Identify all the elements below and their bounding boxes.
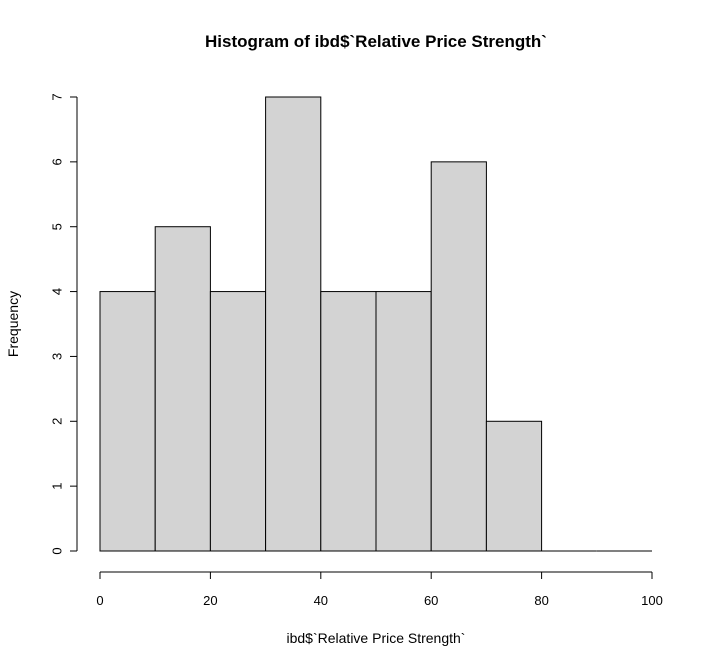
y-tick-label: 2 <box>50 418 65 425</box>
histogram-bar <box>209 291 267 552</box>
y-tick-label: 7 <box>50 93 65 100</box>
y-tick-label: 1 <box>50 483 65 490</box>
histogram-bar <box>265 96 322 552</box>
x-tick-label: 80 <box>534 593 548 608</box>
y-axis-label: Frequency <box>5 291 21 357</box>
x-axis: 0 20 40 60 80 100 <box>96 571 663 608</box>
y-tick-label: 4 <box>50 288 65 295</box>
bars-group <box>99 96 652 552</box>
histogram-bar <box>485 420 543 552</box>
histogram-bar <box>320 291 377 552</box>
histogram-bar <box>430 161 487 552</box>
histogram-bar <box>154 226 211 552</box>
histogram-bar <box>99 291 156 552</box>
y-tick-label: 3 <box>50 353 65 360</box>
y-axis: 0 1 2 3 4 5 6 7 <box>50 93 78 555</box>
histogram-bar <box>375 291 432 552</box>
x-tick-label: 40 <box>314 593 328 608</box>
x-tick-label: 60 <box>424 593 438 608</box>
x-tick-label: 0 <box>96 593 103 608</box>
x-tick-label: 100 <box>641 593 663 608</box>
y-tick-label: 0 <box>50 547 65 554</box>
x-axis-label: ibd$`Relative Price Strength` <box>287 630 466 646</box>
y-tick-label: 6 <box>50 158 65 165</box>
chart-title: Histogram of ibd$`Relative Price Strengt… <box>205 32 547 51</box>
x-tick-label: 20 <box>203 593 217 608</box>
y-tick-label: 5 <box>50 223 65 230</box>
